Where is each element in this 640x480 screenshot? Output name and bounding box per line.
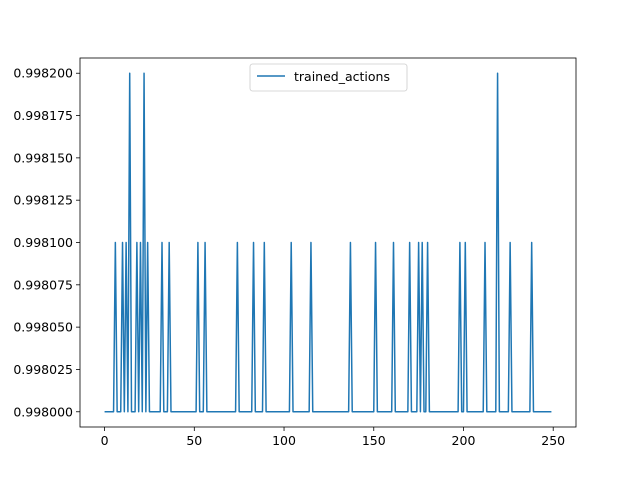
plot-area <box>104 72 552 413</box>
x-tick-label: 250 <box>541 433 565 448</box>
x-tick-label: 100 <box>272 433 296 448</box>
axes: 0 50 100 150 200 250 0.998000 0.998025 0.998050 0… <box>13 57 577 448</box>
legend: trained_actions <box>249 63 408 92</box>
y-tick-label: 0.998000 <box>13 404 73 419</box>
x-tick-label: 200 <box>452 433 476 448</box>
y-tick-label: 0.998200 <box>13 66 73 81</box>
y-tick-label: 0.998175 <box>13 108 73 123</box>
legend-label-trained-actions: trained_actions <box>294 69 390 84</box>
x-tick-label: 150 <box>362 433 386 448</box>
x-tick-label: 0 <box>101 433 109 448</box>
series-line-trained-actions <box>104 72 552 413</box>
y-tick-label: 0.998075 <box>13 277 73 292</box>
x-tick-label: 50 <box>186 433 202 448</box>
y-tick-label: 0.998125 <box>13 193 73 208</box>
y-tick-label: 0.998100 <box>13 235 73 250</box>
y-tick-label: 0.998050 <box>13 320 73 335</box>
legend-box <box>249 63 408 92</box>
y-tick-label: 0.998025 <box>13 362 73 377</box>
y-tick-label: 0.998150 <box>13 150 73 165</box>
